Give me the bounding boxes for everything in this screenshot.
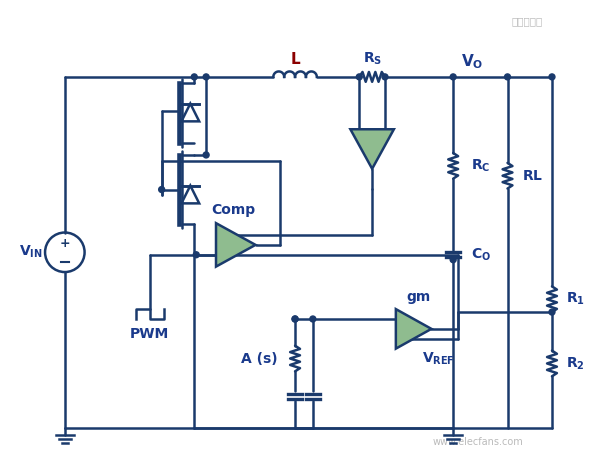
Polygon shape [396,309,431,348]
Circle shape [292,316,298,322]
Text: +: + [59,237,70,250]
Polygon shape [350,129,394,169]
Text: $\mathbf{C_O}$: $\mathbf{C_O}$ [471,247,491,263]
Text: $\mathbf{RL}$: $\mathbf{RL}$ [523,169,544,183]
Text: $\mathbf{R_2}$: $\mathbf{R_2}$ [566,355,584,371]
Text: L: L [290,52,300,67]
Text: www.elecfans.com: www.elecfans.com [433,437,523,446]
Text: $\mathbf{V_{IN}}$: $\mathbf{V_{IN}}$ [19,244,43,260]
Text: $\mathbf{R_S}$: $\mathbf{R_S}$ [362,51,382,68]
Circle shape [203,74,209,80]
Circle shape [382,74,388,80]
Polygon shape [216,223,256,266]
Text: $\mathbf{V_{REF}}$: $\mathbf{V_{REF}}$ [422,350,455,367]
Circle shape [356,74,362,80]
Text: $\mathbf{V_O}$: $\mathbf{V_O}$ [461,53,484,71]
Circle shape [203,152,209,158]
Circle shape [292,316,298,322]
Text: $\mathbf{R_C}$: $\mathbf{R_C}$ [471,158,490,174]
Circle shape [450,74,456,80]
Circle shape [450,257,456,263]
Circle shape [505,74,511,80]
Text: gm: gm [406,290,431,304]
Text: A (s): A (s) [241,351,277,365]
Circle shape [310,316,316,322]
Text: 电子发烧友: 电子发烧友 [512,16,543,27]
Text: $\mathbf{R_1}$: $\mathbf{R_1}$ [566,291,585,307]
Circle shape [158,187,164,192]
Text: PWM: PWM [130,327,169,341]
Circle shape [549,309,555,315]
Circle shape [191,74,197,80]
Circle shape [549,74,555,80]
Text: Comp: Comp [212,203,256,217]
Circle shape [193,252,199,258]
